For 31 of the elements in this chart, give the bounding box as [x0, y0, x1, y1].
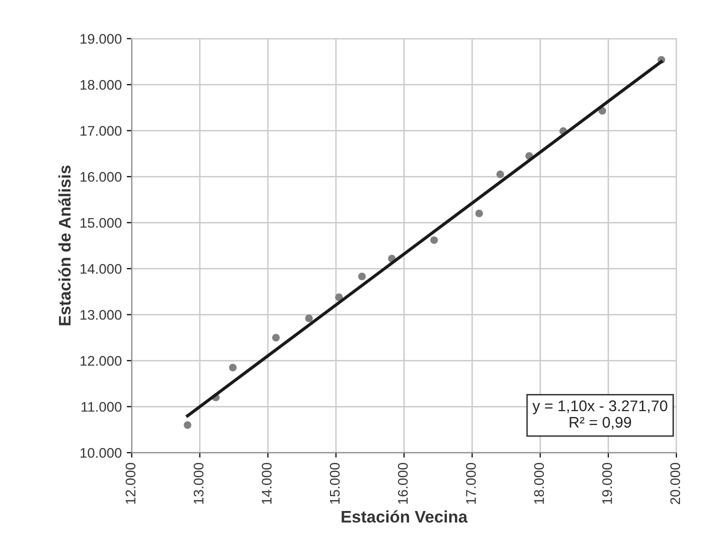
point [496, 170, 504, 178]
x-axis-title: Estación Vecina [342, 510, 468, 523]
y-axis-title: Estación de Análisis [58, 166, 71, 326]
y-tick-label: 18.000 [80, 80, 122, 90]
y-tick-label: 16.000 [80, 172, 122, 182]
x-tick-label: 19.000 [602, 462, 612, 504]
y-tick-label: 17.000 [80, 126, 122, 136]
x-tick-label: 20.000 [670, 462, 680, 504]
point [184, 421, 192, 429]
y-tick-label: 12.000 [80, 356, 122, 366]
y-tick-label: 10.000 [80, 448, 122, 458]
point [305, 314, 313, 322]
x-tick-label: 15.000 [330, 462, 340, 504]
y-tick-label: 15.000 [80, 218, 122, 228]
point [229, 364, 237, 372]
point [272, 334, 280, 342]
x-tick-label: 18.000 [534, 462, 544, 504]
y-tick-label: 11.000 [82, 402, 122, 412]
x-tick-label: 17.000 [466, 462, 476, 504]
y-tick-label: 14.000 [80, 264, 122, 274]
point [475, 210, 483, 218]
y-tick-label: 19.000 [80, 34, 122, 44]
point [358, 272, 366, 280]
x-tick-label: 14.000 [262, 462, 272, 504]
annotation: y = 1,10x - 3.271,70 [532, 400, 668, 414]
point [335, 293, 343, 301]
y-tick-label: 13.000 [80, 310, 122, 320]
point [430, 236, 438, 244]
annotation: R² = 0,99 [570, 416, 632, 430]
x-tick-label: 16.000 [398, 462, 408, 504]
x-tick-label: 13.000 [194, 462, 204, 504]
